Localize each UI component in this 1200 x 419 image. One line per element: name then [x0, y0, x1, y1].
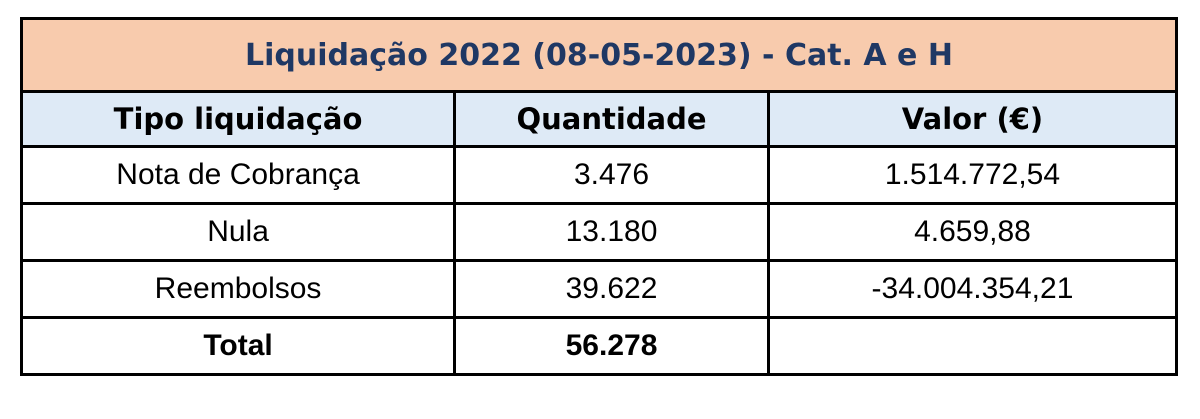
cell-tipo-liquidacao: Nula: [19, 202, 457, 262]
table-row-nota-de-cobranca: Nota de Cobrança 3.476 1.514.772,54: [19, 145, 1179, 205]
table-row-nula: Nula 13.180 4.659,88: [19, 202, 1179, 262]
column-header-tipo-liquidacao: Tipo liquidação: [19, 90, 457, 148]
header-row: Tipo liquidação Quantidade Valor (€): [19, 90, 1179, 148]
cell-quantidade: 39.622: [453, 259, 770, 319]
cell-quantidade: 3.476: [453, 145, 770, 205]
column-header-valor: Valor (€): [766, 90, 1179, 148]
table-title: Liquidação 2022 (08-05-2023) - Cat. A e …: [20, 17, 1178, 93]
cell-valor: 1.514.772,54: [766, 145, 1179, 205]
cell-quantidade: 13.180: [453, 202, 770, 262]
table-row-total: Total 56.278: [19, 316, 1179, 376]
cell-tipo-liquidacao-total: Total: [19, 316, 457, 376]
liquidacao-table: Liquidação 2022 (08-05-2023) - Cat. A e …: [19, 17, 1179, 376]
cell-quantidade-total: 56.278: [453, 316, 770, 376]
title-row: Liquidação 2022 (08-05-2023) - Cat. A e …: [20, 17, 1178, 93]
column-header-quantidade: Quantidade: [453, 90, 770, 148]
cell-valor: 4.659,88: [766, 202, 1179, 262]
cell-tipo-liquidacao: Nota de Cobrança: [19, 145, 457, 205]
cell-valor: -34.004.354,21: [766, 259, 1179, 319]
cell-valor-total: [766, 316, 1179, 376]
table-row-reembolsos: Reembolsos 39.622 -34.004.354,21: [19, 259, 1179, 319]
cell-tipo-liquidacao: Reembolsos: [19, 259, 457, 319]
